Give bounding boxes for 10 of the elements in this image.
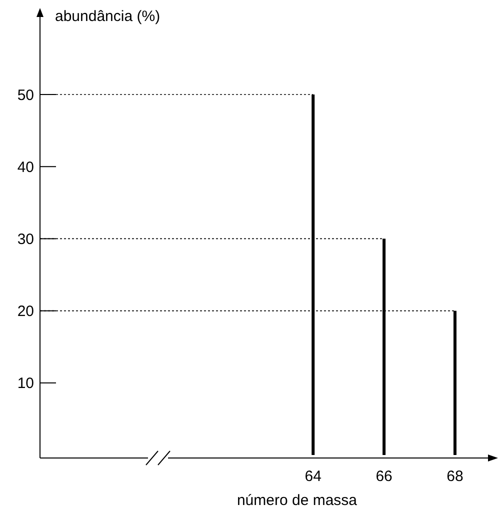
y-tick-label: 40 — [17, 158, 34, 176]
x-tick-label: 64 — [304, 468, 322, 485]
x-tick-label: 68 — [446, 468, 464, 485]
y-tick-label: 20 — [17, 303, 34, 320]
y-tick-label: 30 — [17, 230, 34, 248]
y-tick-label: 10 — [17, 375, 34, 392]
x-tick-label: 66 — [376, 468, 392, 485]
y-tick-label: 50 — [17, 86, 34, 104]
x-axis-title: número de massa — [236, 492, 358, 509]
y-axis-title: abundância (%) — [55, 8, 160, 25]
